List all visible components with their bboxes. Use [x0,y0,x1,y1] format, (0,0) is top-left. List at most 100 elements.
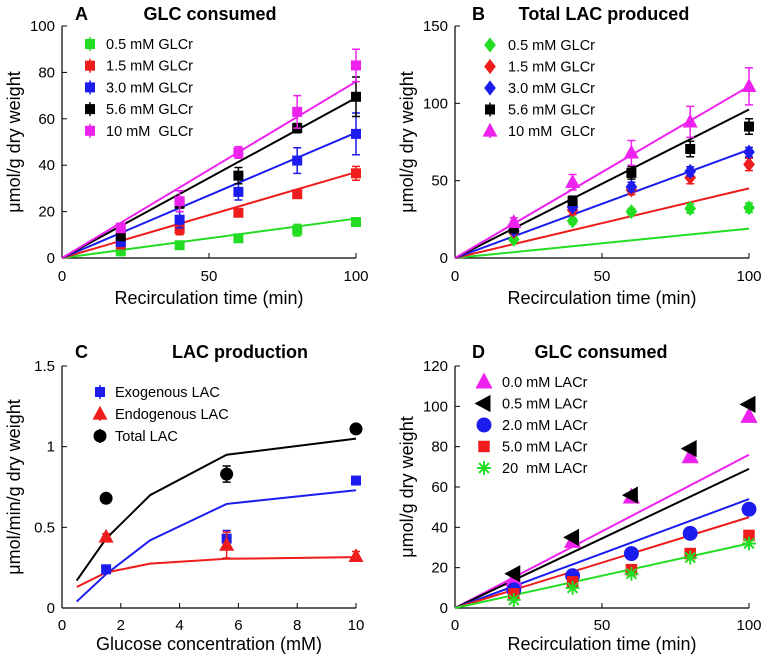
3-0-mm-glcr-point [625,179,638,195]
y-tick-label: 60 [431,479,448,496]
legend: 0.0 mM LACr 0.5 mM LACr 2.0 mM LACr 5.0 mM … [474,372,588,477]
3-0-mm-glcr-point [292,155,303,166]
series-20-mm-lacr [506,536,756,607]
exogenous-lac-point [351,475,361,486]
0-5-mm-glcr-fit-line [61,217,357,259]
legend-item: 0.5 mM LACr [474,394,588,413]
panel-a: 0 20 40 60 80 100 0 50 100 A GLC consumed Recircula… [4,4,369,308]
10-mm-glcr-point [292,106,303,117]
chart-title: GLC consumed [143,4,276,24]
0-5-mm-glcr-point [566,213,579,229]
5-6-mm-glcr-point [685,143,696,154]
legend-label: Total LAC [115,429,178,445]
1-5-mm-glcr-fit-line [61,171,357,259]
10-mm-glcr-point [506,214,522,229]
legend-marker [476,417,492,433]
10-mm-glcr-point [741,78,757,92]
x-axis-label: Recirculation time (min) [507,288,696,308]
legend-marker [484,59,496,74]
0-0-mm-lacr-point [740,406,758,423]
x-tick-label: 50 [201,268,218,285]
panel-label: B [472,4,485,24]
legend-marker [85,125,95,136]
legend-label: 0.0 mM LACr [502,375,588,391]
legend-item: 1.5 mM GLCr [484,59,595,76]
3-0-mm-glcr-point [743,144,755,160]
x-tick-label: 4 [175,617,183,634]
legend-marker [485,104,495,115]
y-tick-label: 40 [431,519,448,536]
panel-label: A [75,4,88,24]
10-mm-glcr-point [623,144,639,159]
3-0-mm-glcr-fit-line [454,148,750,259]
20-mm-lacr-point [624,566,639,581]
legend-label: 5.6 mM GLCr [508,103,595,119]
legend: 0.5 mM GLCr 1.5 mM GLCr 3.0 mM GLCr 5.6 mM … [482,37,595,140]
y-tick-label: 100 [30,18,55,35]
legend-marker [85,39,95,49]
x-tick-label: 2 [117,617,125,634]
legend-marker [475,372,493,389]
y-tick-label: 80 [38,64,55,81]
10-mm-glcr-fit-line [61,80,357,259]
y-tick-label: 0 [47,250,55,267]
legend-label: 3.0 mM GLCr [508,81,595,97]
endogenous-lac-point [348,548,364,562]
legend-item: Exogenous LAC [95,385,220,401]
legend-marker [85,82,95,93]
legend-item: 3.0 mM GLCr [85,80,193,96]
0-5-mm-glcr-point [115,246,126,257]
series-5-6-mm-glcr [508,118,754,234]
0-5-mm-glcr-fit-line [454,227,750,259]
series-endogenous-lac [98,528,364,562]
series-10-mm-glcr [115,48,361,234]
5-0-mm-lacr-point [743,529,755,542]
20-mm-lacr-point [565,580,580,595]
y-tick-label: 0.5 [34,519,55,536]
0-5-mm-lacr-point [621,486,638,504]
20-mm-lacr-point [742,536,756,551]
legend-marker [484,80,496,96]
legend-item: 3.0 mM GLCr [484,80,595,97]
legend-item: 1.5 mM GLCr [85,59,193,75]
x-axis-label: Glucose concentration (mM) [96,634,322,654]
legend-item: 5.0 mM LACr [478,440,588,456]
legend-marker [477,461,491,475]
5-6-mm-glcr-fit-line [61,97,357,259]
5-0-mm-lacr-fit-line [454,516,750,609]
legend-label: Endogenous LAC [115,407,229,423]
legend: Exogenous LAC Endogenous LAC Total LAC [92,385,229,445]
y-tick-label: 100 [423,398,448,415]
legend-label: 5.0 mM LACr [502,440,588,456]
y-tick-label: 20 [431,560,448,577]
legend-marker [92,405,108,420]
x-tick-label: 0 [58,268,66,285]
0-5-mm-glcr-point [292,225,303,236]
0-5-mm-lacr-point [680,440,697,458]
3-0-mm-glcr-point [115,236,126,247]
y-tick-label: 40 [38,157,55,174]
x-tick-label: 50 [594,617,611,634]
legend-label: 20 mM LACr [502,461,588,477]
20-mm-lacr-point [506,593,521,607]
legend-label: 1.5 mM GLCr [106,59,193,75]
legend-item: Total LAC [93,429,178,445]
x-tick-label: 100 [736,617,761,634]
0-5-mm-lacr-fit-line [454,467,750,609]
0-0-mm-lacr-fit-line [454,453,750,609]
total-lac-point [349,422,363,436]
3-0-mm-glcr-point [174,214,185,225]
0-5-mm-glcr-point [625,204,638,220]
0-5-mm-glcr-point [507,231,520,247]
1-5-mm-glcr-point [351,168,361,179]
x-tick-label: 0 [451,617,459,634]
2-0-mm-lacr-point [682,525,698,541]
endogenous-lac-point [219,536,235,551]
y-tick-label: 60 [38,111,55,128]
y-tick-label: 1.5 [34,358,55,375]
3-0-mm-glcr-fit-line [61,131,357,259]
legend-marker [95,387,105,397]
series-3-0-mm-glcr [507,144,755,238]
panel-label: D [472,342,485,362]
